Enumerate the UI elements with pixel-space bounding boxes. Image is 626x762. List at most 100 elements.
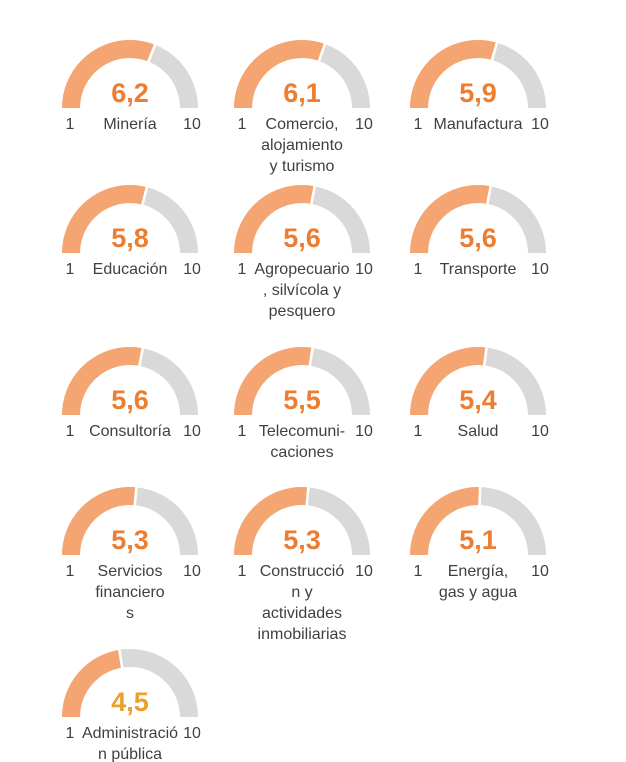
gauge-fill-arc <box>62 347 198 416</box>
scale-max-label: 10 <box>183 725 201 742</box>
gauge-arc <box>62 40 198 109</box>
gauge-scale-row: 1 Energía, gas y agua 10 <box>393 561 563 603</box>
gauge-card: 5,5 1 Telecomuni- caciones 10 <box>217 344 387 463</box>
gauge-arc-area: 5,3 <box>62 484 198 556</box>
gauge-segment-gap <box>489 39 500 65</box>
gauge-segment-gap <box>305 484 310 510</box>
gauge-card: 5,4 1 Salud 10 <box>393 344 563 442</box>
scale-max-label: 10 <box>355 116 373 133</box>
gauge-segment-gap <box>133 484 138 510</box>
scale-max-label: 10 <box>355 261 373 278</box>
scale-min-label: 1 <box>65 563 75 580</box>
gauge-arc <box>410 483 546 556</box>
gauge-arc <box>234 183 370 254</box>
gauge-value: 6,1 <box>283 78 321 108</box>
gauge-card: 5,6 1 Consultoría 10 <box>45 345 215 442</box>
scale-max-label: 10 <box>355 563 373 580</box>
gauge-scale-row: 1 Comercio, alojamiento y turismo 10 <box>217 114 387 177</box>
gauge-value: 5,9 <box>459 78 497 108</box>
gauge-segment-gap <box>478 483 482 510</box>
scale-min-label: 1 <box>237 423 247 440</box>
gauge-category-label: Educación <box>92 261 168 278</box>
gauge-segment-gap <box>482 344 489 370</box>
gauge-category-label: Minería <box>103 116 157 133</box>
scale-min-label: 1 <box>413 116 423 133</box>
scale-max-label: 10 <box>183 423 201 440</box>
gauge-category-label: Construcció n y actividades inmobiliaria… <box>257 563 347 643</box>
scale-min-label: 1 <box>65 261 75 278</box>
gauge-segment-gap <box>137 345 145 371</box>
gauge-fill-arc <box>234 347 370 416</box>
gauge-scale-row: 1 Consultoría 10 <box>45 421 215 442</box>
gauge-scale-row: 1 Salud 10 <box>393 421 563 442</box>
gauge-arc-area: 5,4 <box>410 344 546 416</box>
gauge-value: 5,5 <box>283 385 321 415</box>
gauge-arc-area: 5,1 <box>410 483 546 556</box>
gauge-card: 5,8 1 Educación 10 <box>45 183 215 280</box>
gauge-arc <box>410 39 546 109</box>
scale-max-label: 10 <box>355 423 373 440</box>
gauge-fill-arc <box>410 347 546 416</box>
gauge-arc-area: 4,5 <box>62 646 198 718</box>
gauge-arc <box>234 344 370 416</box>
gauge-scale-row: 1 Servicios financiero s 10 <box>45 561 215 624</box>
gauge-fill-arc <box>62 185 198 254</box>
gauge-arc-area: 5,8 <box>62 183 198 254</box>
gauge-category-label: Energía, gas y agua <box>438 563 518 601</box>
gauge-scale-row: 1 Administració n pública 10 <box>45 723 215 762</box>
gauge-arc <box>410 183 546 254</box>
gauge-arc-area: 5,3 <box>234 484 370 556</box>
gauge-value: 4,5 <box>111 687 149 717</box>
gauge-arc <box>62 183 198 254</box>
gauge-category-label: Manufactura <box>433 116 523 133</box>
gauge-value: 5,3 <box>111 525 149 555</box>
gauge-category-label: Telecomuni- caciones <box>258 423 346 461</box>
scale-max-label: 10 <box>531 116 549 133</box>
gauge-fill-arc <box>234 185 370 254</box>
gauge-fill-arc <box>234 487 370 556</box>
gauge-category-label: Servicios financiero s <box>95 563 165 622</box>
gauge-segment-gap <box>316 40 328 66</box>
gauge-category-label: Comercio, alojamiento y turismo <box>261 116 343 175</box>
scale-min-label: 1 <box>237 261 247 278</box>
gauge-scale-row: 1 Manufactura 10 <box>393 114 563 135</box>
gauge-arc-area: 6,1 <box>234 40 370 109</box>
scale-min-label: 1 <box>413 563 423 580</box>
gauge-card: 6,2 1 Minería 10 <box>45 40 215 135</box>
gauge-segment-gap <box>140 183 149 209</box>
scale-min-label: 1 <box>413 423 423 440</box>
gauge-scale-row: 1 Transporte 10 <box>393 259 563 280</box>
gauge-card: 5,3 1 Servicios financiero s 10 <box>45 484 215 624</box>
gauge-fill-arc <box>410 487 546 556</box>
gauge-category-label: Agropecuario , silvícola y pesquero <box>254 261 350 320</box>
gauge-arc <box>410 344 546 416</box>
scale-min-label: 1 <box>413 261 423 278</box>
gauge-card: 5,6 1 Transporte 10 <box>393 183 563 280</box>
gauge-fill-arc <box>410 185 546 254</box>
gauge-arc <box>234 484 370 556</box>
gauge-segment-gap <box>309 183 317 209</box>
gauge-value: 5,1 <box>459 525 497 555</box>
gauge-card: 5,1 1 Energía, gas y agua 10 <box>393 483 563 603</box>
gauge-arc <box>62 484 198 556</box>
gauge-arc-area: 6,2 <box>62 40 198 109</box>
gauge-fill-arc <box>410 40 546 109</box>
scale-min-label: 1 <box>65 116 75 133</box>
gauge-segment-gap <box>145 41 158 66</box>
gauge-value: 6,2 <box>111 78 149 108</box>
gauge-scale-row: 1 Construcció n y actividades inmobiliar… <box>217 561 387 645</box>
gauge-card: 5,6 1 Agropecuario , silvícola y pesquer… <box>217 183 387 322</box>
gauge-scale-row: 1 Telecomuni- caciones 10 <box>217 421 387 463</box>
gauge-scale-row: 1 Educación 10 <box>45 259 215 280</box>
gauge-scale-row: 1 Minería 10 <box>45 114 215 135</box>
gauge-arc <box>234 40 370 109</box>
scale-max-label: 10 <box>531 563 549 580</box>
gauge-arc-area: 5,6 <box>234 183 370 254</box>
gauge-card: 5,3 1 Construcció n y actividades inmobi… <box>217 484 387 645</box>
gauge-arc <box>62 646 198 718</box>
scale-min-label: 1 <box>237 116 247 133</box>
gauge-value: 5,3 <box>283 525 321 555</box>
scale-max-label: 10 <box>183 261 201 278</box>
scale-min-label: 1 <box>65 725 75 742</box>
